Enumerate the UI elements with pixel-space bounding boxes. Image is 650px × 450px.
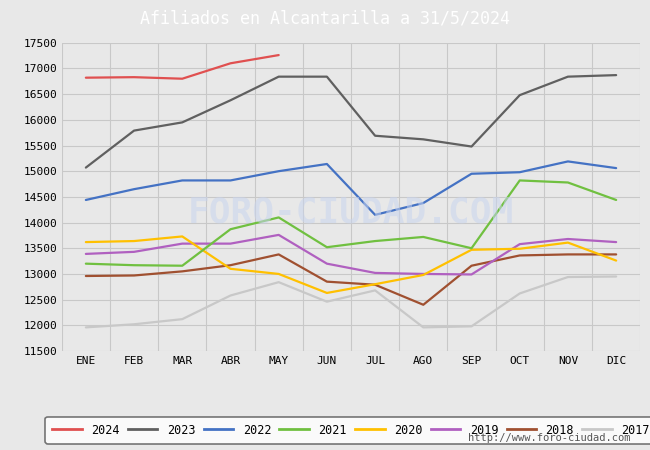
Text: http://www.foro-ciudad.com: http://www.foro-ciudad.com: [468, 433, 630, 443]
Text: Afiliados en Alcantarilla a 31/5/2024: Afiliados en Alcantarilla a 31/5/2024: [140, 9, 510, 27]
Legend: 2024, 2023, 2022, 2021, 2020, 2019, 2018, 2017: 2024, 2023, 2022, 2021, 2020, 2019, 2018…: [45, 417, 650, 444]
Text: FORO-CIUDAD.COM: FORO-CIUDAD.COM: [188, 195, 514, 230]
